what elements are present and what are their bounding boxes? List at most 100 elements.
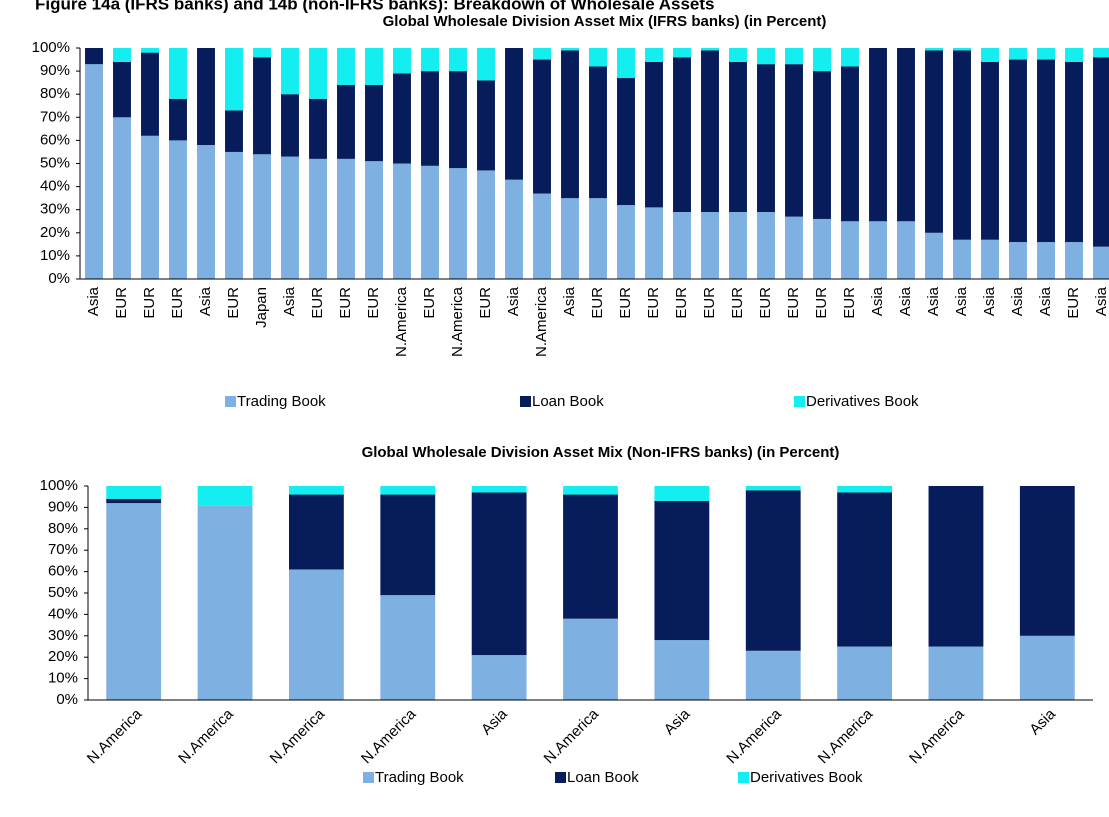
bar-segment	[253, 48, 271, 58]
bar-segment	[225, 110, 243, 152]
bar-segment	[813, 218, 831, 279]
x-tick-label: N.America	[393, 286, 410, 357]
bar-segment	[289, 569, 344, 700]
bar-segment	[837, 646, 892, 700]
figure-title: Figure 14a (IFRS banks) and 14b (non-IFR…	[35, 0, 715, 13]
bar-segment	[85, 64, 103, 279]
bar-segment	[561, 50, 579, 199]
y-tick-label: 30%	[48, 627, 78, 644]
bar-segment	[841, 66, 859, 222]
y-tick-label: 90%	[48, 498, 78, 515]
bar-segment	[113, 48, 131, 62]
bar-segment	[449, 48, 467, 72]
bar-segment	[253, 154, 271, 279]
bar-segment	[1009, 242, 1027, 279]
bar-segment	[393, 48, 411, 74]
bar-segment	[925, 50, 943, 233]
x-tick-label: N.America	[906, 705, 968, 767]
x-tick-label: Asia	[561, 286, 578, 316]
bar-segment	[729, 48, 747, 62]
x-tick-label: Asia	[1037, 286, 1054, 316]
x-tick-label: Asia	[869, 286, 886, 316]
bar-segment	[563, 618, 618, 700]
y-tick-label: 50%	[48, 584, 78, 601]
bar-segment	[106, 486, 162, 499]
bar-segment	[654, 640, 710, 700]
bar-segment	[981, 239, 999, 279]
y-tick-label: 100%	[40, 477, 78, 494]
y-tick-label: 10%	[48, 670, 78, 687]
legend-swatch	[363, 772, 374, 783]
x-tick-label: EUR	[785, 287, 802, 319]
legend-swatch	[555, 772, 566, 783]
bar-segment	[1065, 61, 1083, 243]
bar-segment	[645, 61, 663, 208]
y-tick-label: 40%	[40, 178, 70, 195]
bar-segment	[729, 61, 747, 213]
x-tick-label: Asia	[478, 705, 511, 738]
bar-segment	[477, 80, 495, 171]
y-tick-label: 70%	[40, 108, 70, 125]
legend-swatch	[225, 396, 236, 407]
bar-segment	[169, 48, 187, 99]
bar-segment	[449, 168, 467, 279]
bar-segment	[869, 221, 887, 279]
x-tick-label: EUR	[589, 287, 606, 319]
bar-segment	[589, 48, 607, 67]
legend-label: Derivatives Book	[806, 393, 919, 410]
x-tick-label: Asia	[1026, 705, 1059, 738]
bar-segment	[563, 486, 618, 495]
y-tick-label: 100%	[32, 39, 70, 56]
y-tick-label: 60%	[40, 131, 70, 148]
bar-segment	[225, 48, 243, 111]
bar-segment	[563, 494, 618, 619]
x-tick-label: EUR	[141, 287, 158, 319]
bar-segment	[421, 165, 439, 279]
bar-segment	[561, 48, 579, 51]
x-tick-label: EUR	[225, 287, 242, 319]
x-tick-label: N.America	[84, 705, 146, 767]
y-tick-label: 20%	[40, 224, 70, 241]
legend-label: Loan Book	[567, 769, 639, 786]
y-tick-label: 60%	[48, 563, 78, 580]
x-tick-label: EUR	[169, 287, 186, 319]
bar-segment	[701, 212, 719, 279]
bar-segment	[617, 78, 635, 206]
bar-segment	[837, 486, 892, 493]
bar-segment	[1019, 635, 1075, 700]
bar-segment	[1037, 242, 1055, 279]
bar-segment	[380, 595, 436, 700]
bar-segment	[729, 212, 747, 279]
bar-segment	[701, 50, 719, 213]
bar-segment	[197, 486, 253, 506]
bar-segment	[169, 140, 187, 279]
bar-segment	[1037, 59, 1055, 243]
bar-segment	[1037, 48, 1055, 60]
bar-segment	[113, 61, 131, 118]
bar-segment	[645, 48, 663, 62]
bar-segment	[837, 492, 892, 647]
x-tick-label: EUR	[729, 287, 746, 319]
bar-segment	[673, 57, 691, 213]
bar-segment	[673, 212, 691, 279]
bar-segment	[925, 232, 943, 279]
x-tick-label: N.America	[533, 286, 550, 357]
y-tick-label: 20%	[48, 648, 78, 665]
bar-segment	[337, 48, 355, 85]
bar-segment	[925, 48, 943, 51]
bar-segment	[701, 48, 719, 51]
x-tick-label: Asia	[925, 286, 942, 316]
x-tick-label: EUR	[645, 287, 662, 319]
bar-segment	[365, 84, 383, 162]
bar-segment	[813, 71, 831, 219]
x-tick-label: EUR	[421, 287, 438, 319]
x-tick-label: Asia	[1093, 286, 1109, 316]
bar-segment	[309, 48, 327, 99]
bar-segment	[421, 48, 439, 72]
y-tick-label: 80%	[40, 85, 70, 102]
y-tick-label: 40%	[48, 605, 78, 622]
x-tick-label: EUR	[617, 287, 634, 319]
bar-segment	[645, 207, 663, 279]
bar-segment	[897, 48, 915, 222]
